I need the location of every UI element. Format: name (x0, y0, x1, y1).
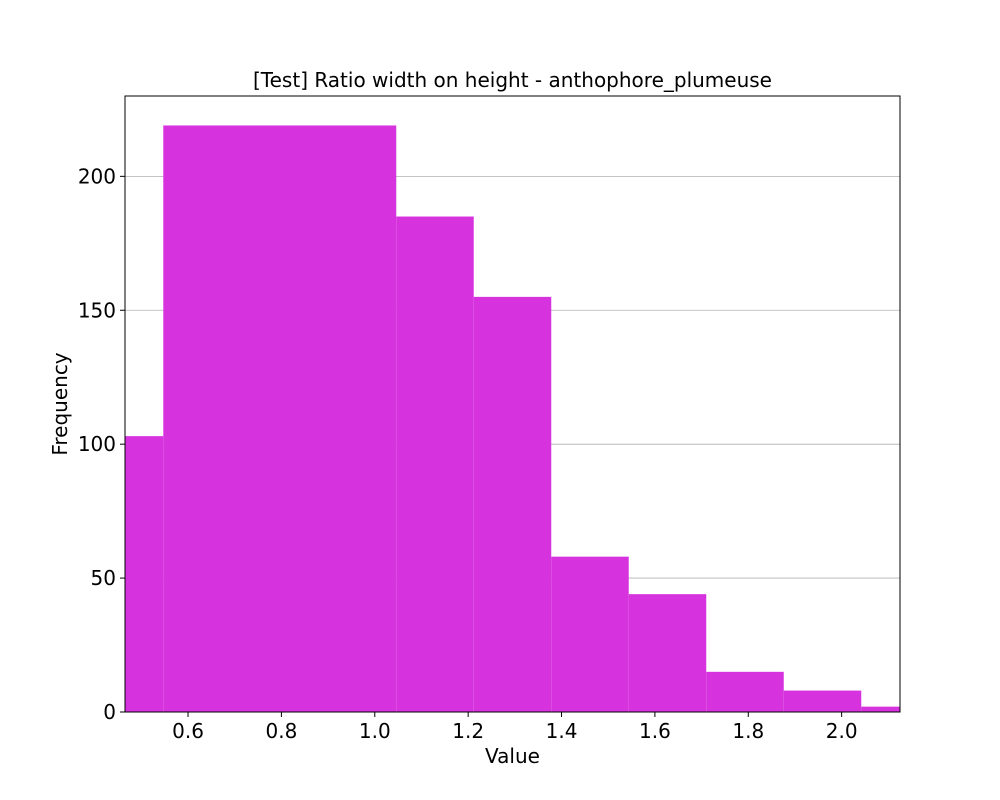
histogram-bar (396, 216, 474, 713)
histogram-bar (551, 556, 629, 712)
histogram-bars (125, 125, 900, 713)
y-tick-label: 0 (103, 700, 116, 724)
chart-title: [Test] Ratio width on height - anthophor… (253, 68, 772, 92)
x-tick-label: 0.8 (265, 719, 297, 743)
histogram-bar (163, 125, 397, 712)
y-tick-label: 150 (78, 298, 116, 322)
x-tick-label: 1.6 (639, 719, 671, 743)
y-axis-label: Frequency (48, 352, 72, 455)
x-axis-label: Value (485, 744, 540, 768)
histogram-bar (783, 690, 862, 712)
x-axis-ticks: 0.6 0.8 1.0 1.2 1.4 1.6 1.8 2.0 (172, 712, 858, 743)
y-axis-ticks: 0 50 100 150 200 (78, 164, 125, 724)
y-tick-label: 100 (78, 432, 116, 456)
histogram-bar (706, 671, 784, 712)
x-tick-label: 1.2 (452, 719, 484, 743)
y-tick-label: 50 (91, 566, 116, 590)
x-tick-label: 2.0 (826, 719, 858, 743)
plot-frame (124, 95, 901, 713)
histogram-bar (628, 594, 707, 712)
x-tick-label: 0.6 (172, 719, 204, 743)
histogram-bar (125, 436, 164, 712)
x-tick-label: 1.0 (359, 719, 391, 743)
histogram-bar (861, 706, 900, 712)
y-tick-label: 200 (78, 164, 116, 188)
histogram-bar (473, 296, 552, 712)
x-tick-label: 1.8 (732, 719, 764, 743)
x-tick-label: 1.4 (546, 719, 578, 743)
